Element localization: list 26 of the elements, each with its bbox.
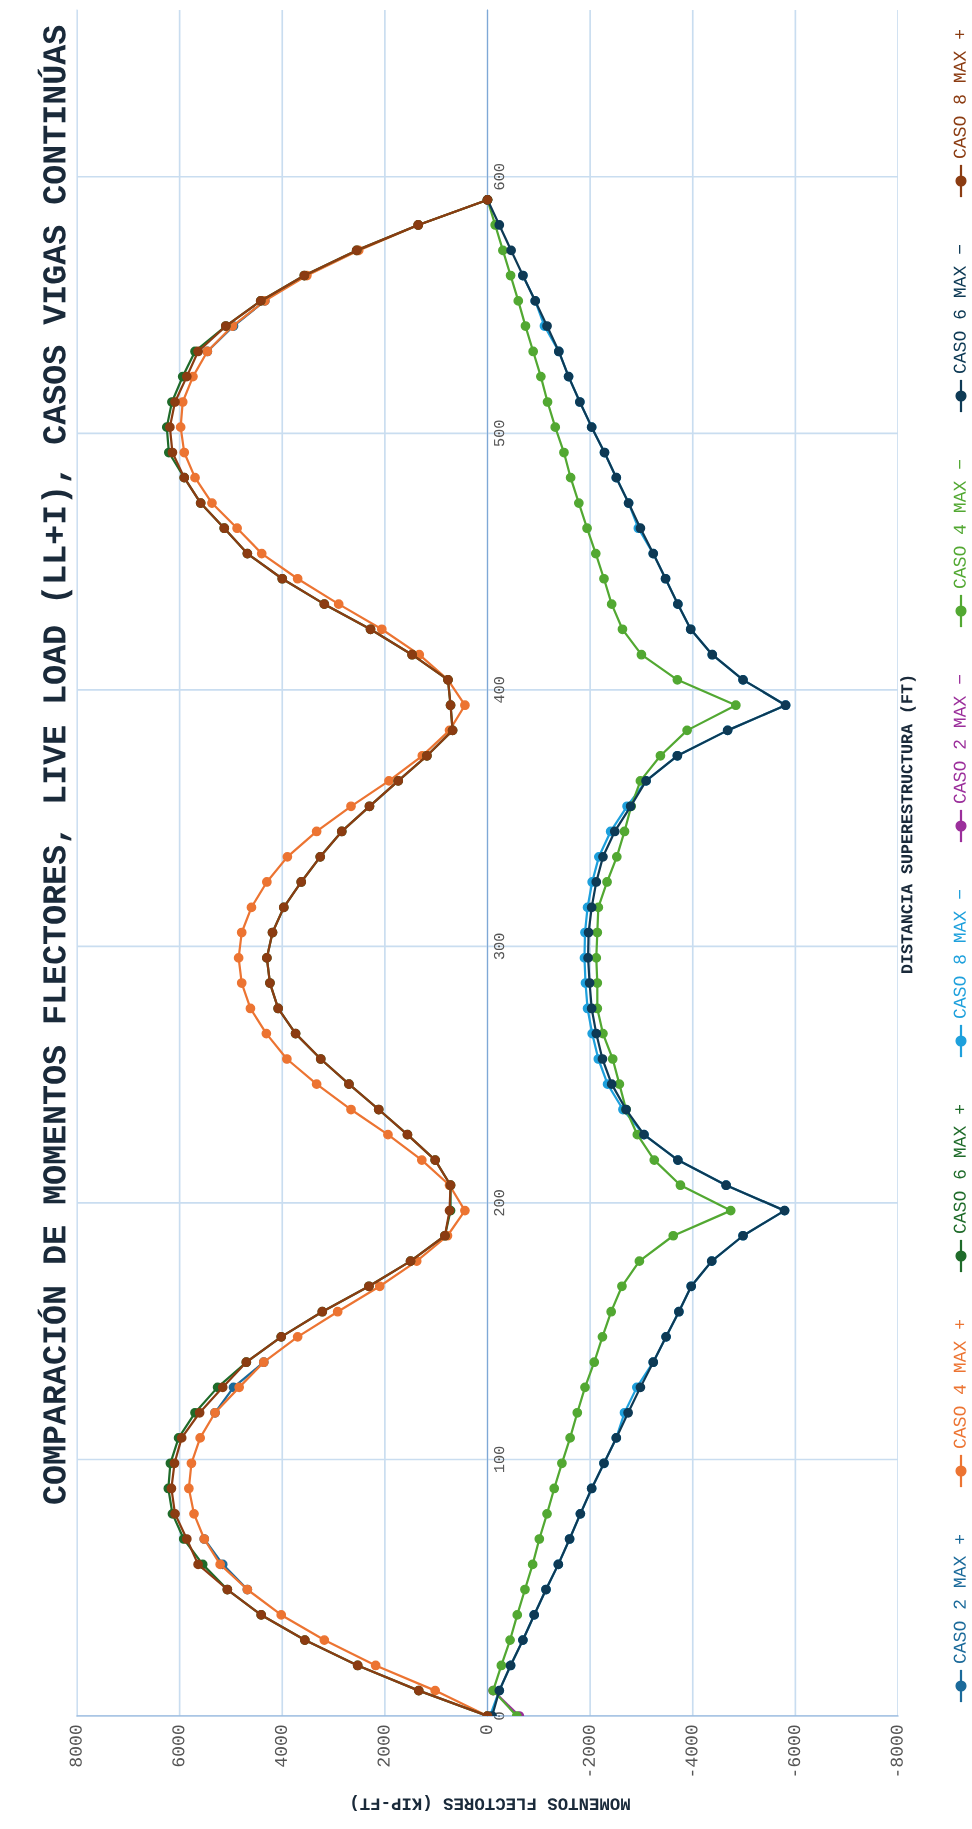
y-tick-label: 100 — [493, 1446, 505, 1473]
text: CASO 2 MAX − — [953, 675, 966, 803]
y-tick-label: 600 — [493, 163, 505, 190]
text: CASO 4 MAX + — [953, 1320, 966, 1448]
x-tick-label: 6000 — [172, 1725, 185, 1767]
y-tick-label: 500 — [493, 420, 505, 447]
text: CASO 4 MAX − — [953, 460, 966, 588]
x-tick-label: 2000 — [377, 1725, 390, 1767]
text: CASO 2 MAX + — [953, 1535, 966, 1663]
text: CASO 8 MAX + — [953, 30, 966, 158]
y-axis-title: DISTANCIA SUPERESTRUCTURA (FT) — [900, 676, 916, 973]
y-tick-label: 200 — [493, 1190, 505, 1216]
x-tick-label: -8000 — [890, 1725, 903, 1776]
x-tick-label: -4000 — [685, 1725, 698, 1776]
x-tick-label: 4000 — [274, 1725, 288, 1767]
text: CASO 6 MAX − — [953, 245, 966, 373]
x-tick-label: 8000 — [69, 1725, 82, 1767]
x-tick-label: 0 — [480, 1725, 493, 1735]
x-axis-title: MOMENTOS FLECTORES (KIP-FT) — [352, 1794, 630, 1812]
x-tick-label: -6000 — [787, 1725, 801, 1776]
text: CASO 6 MAX + — [953, 1105, 966, 1233]
y-tick-label: 300 — [493, 933, 505, 960]
text: COMPARACIÓN DE MOMENTOS FLECTORES, LIVE LOAD (LL+I), CASOS VIGAS CONTINÚAS — [37, 25, 73, 1504]
y-tick-label: 400 — [493, 677, 505, 703]
x-tick-label: -2000 — [582, 1725, 595, 1776]
text: CASO 8 MAX − — [953, 890, 966, 1018]
